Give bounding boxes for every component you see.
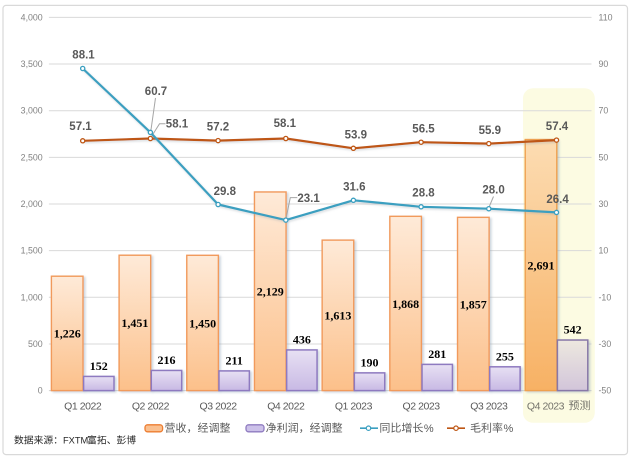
svg-text:2,500: 2,500 [21, 152, 43, 162]
svg-text:Q2 2022: Q2 2022 [132, 401, 170, 413]
svg-text:436: 436 [293, 333, 311, 347]
svg-text:0: 0 [38, 386, 43, 396]
svg-text:23.1: 23.1 [297, 193, 320, 205]
svg-text:31.6: 31.6 [343, 182, 365, 194]
svg-text:55.9: 55.9 [479, 125, 501, 137]
svg-text:255: 255 [496, 350, 514, 364]
svg-text:28.0: 28.0 [482, 185, 504, 197]
svg-text:56.5: 56.5 [412, 124, 435, 136]
svg-text:90: 90 [599, 59, 609, 69]
svg-text:58.1: 58.1 [166, 119, 189, 131]
svg-text:1,450: 1,450 [189, 316, 216, 330]
svg-text:57.2: 57.2 [207, 122, 229, 134]
svg-text:2,691: 2,691 [528, 258, 555, 272]
svg-text:1,857: 1,857 [460, 297, 487, 311]
svg-text:Q3 2023: Q3 2023 [470, 401, 508, 413]
svg-text:190: 190 [361, 356, 379, 370]
svg-text:Q3 2022: Q3 2022 [200, 401, 238, 413]
svg-text:3,500: 3,500 [21, 59, 43, 69]
svg-text:-10: -10 [599, 292, 612, 302]
svg-text:Q1 2022: Q1 2022 [64, 401, 102, 413]
svg-text:Q2 2023: Q2 2023 [403, 401, 441, 413]
svg-text:60.7: 60.7 [145, 86, 167, 98]
svg-text:57.1: 57.1 [69, 121, 92, 133]
svg-text:53.9: 53.9 [345, 130, 367, 142]
svg-text:26.4: 26.4 [546, 194, 569, 206]
svg-text:2,129: 2,129 [257, 285, 284, 299]
svg-text:%: % [424, 423, 434, 435]
svg-text:70: 70 [599, 106, 609, 116]
svg-text:4,000: 4,000 [21, 12, 43, 22]
svg-text:211: 211 [226, 354, 243, 368]
svg-text:1,868: 1,868 [392, 297, 419, 311]
svg-text:58.1: 58.1 [274, 118, 297, 130]
svg-text:1,000: 1,000 [21, 292, 43, 302]
svg-text:1,451: 1,451 [121, 316, 148, 330]
svg-text:29.8: 29.8 [214, 186, 237, 198]
svg-text:30: 30 [599, 199, 609, 209]
svg-text:-50: -50 [599, 386, 612, 396]
svg-text:Q4 2023: Q4 2023 [527, 401, 565, 413]
svg-text:1,226: 1,226 [54, 327, 81, 341]
svg-text:28.8: 28.8 [412, 187, 435, 199]
svg-text:110: 110 [599, 12, 613, 22]
svg-text:542: 542 [564, 323, 582, 337]
svg-text:500: 500 [28, 339, 43, 349]
svg-text:%: % [504, 423, 514, 435]
svg-text:1,500: 1,500 [21, 246, 43, 256]
svg-text:Q4 2022: Q4 2022 [267, 401, 305, 413]
svg-text:2,000: 2,000 [21, 199, 43, 209]
svg-text:57.4: 57.4 [546, 121, 569, 133]
svg-text:-30: -30 [599, 339, 612, 349]
svg-text:88.1: 88.1 [72, 50, 95, 62]
svg-text:Q1 2023: Q1 2023 [335, 401, 373, 413]
svg-text:FXTM: FXTM [63, 436, 88, 446]
svg-text:216: 216 [158, 353, 176, 367]
svg-text:3,000: 3,000 [21, 106, 43, 116]
svg-text:10: 10 [599, 246, 609, 256]
svg-text:152: 152 [90, 359, 108, 373]
svg-text:50: 50 [599, 152, 609, 162]
svg-text:281: 281 [428, 347, 446, 361]
svg-text:1,613: 1,613 [324, 309, 351, 323]
